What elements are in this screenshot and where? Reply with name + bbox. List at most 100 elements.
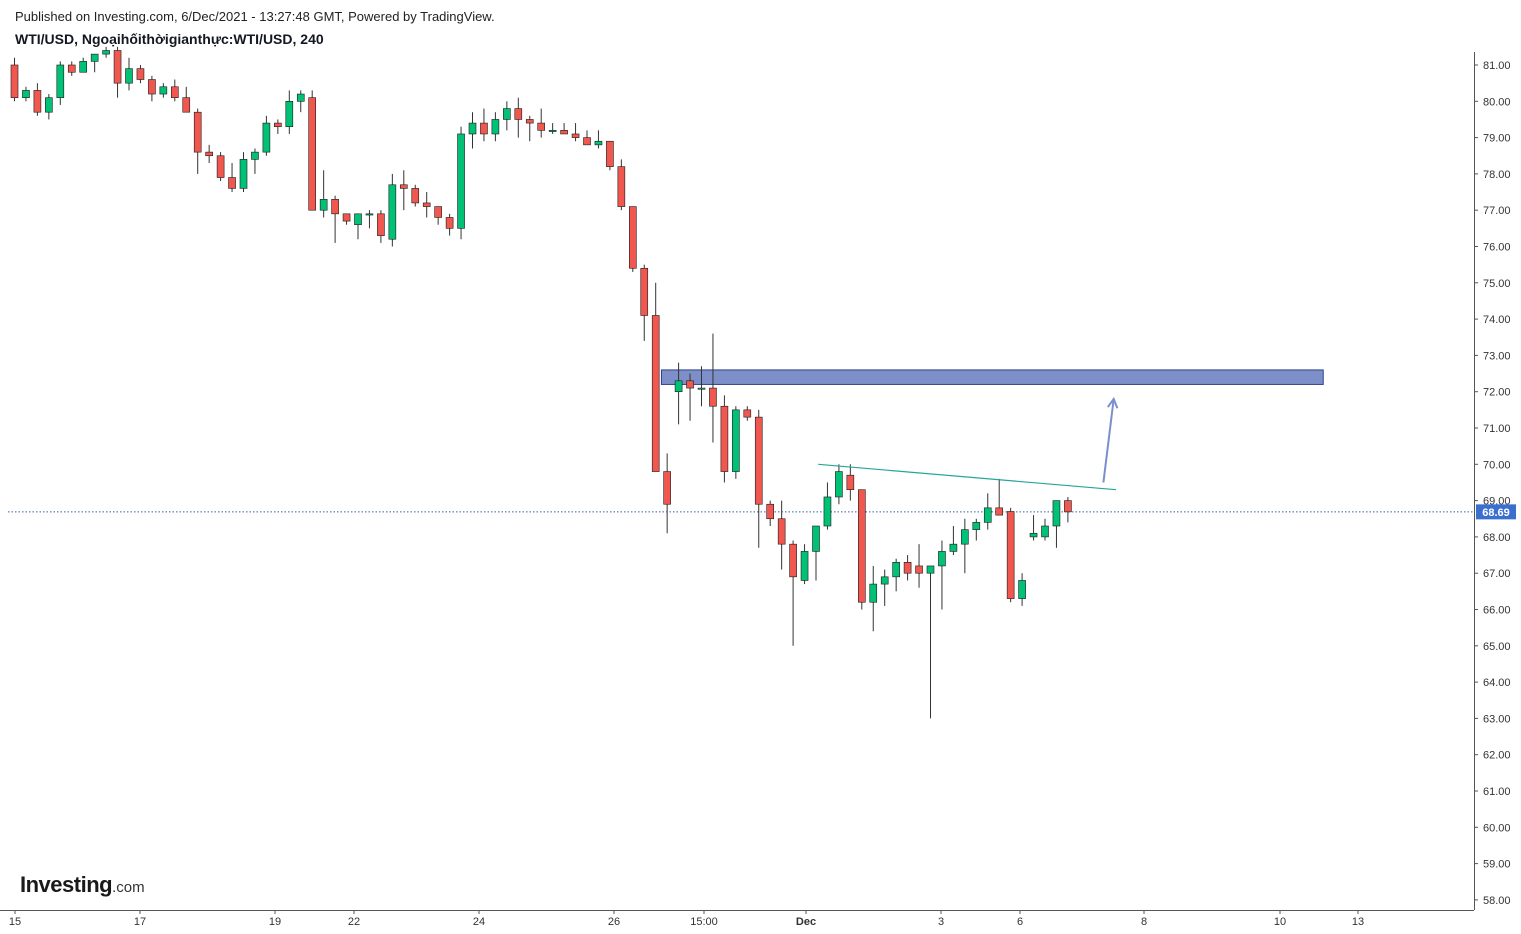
candle-body bbox=[285, 101, 294, 128]
candle-body bbox=[674, 380, 683, 392]
candle-body bbox=[102, 50, 110, 55]
candle-body bbox=[262, 122, 271, 153]
price-tick-label: 81.00 bbox=[1483, 60, 1511, 72]
candle-down bbox=[525, 115, 534, 142]
investing-logo: Investing.com bbox=[20, 872, 145, 898]
candle-body bbox=[709, 387, 717, 407]
price-tick-label: 70.00 bbox=[1483, 459, 1511, 471]
candle-up bbox=[892, 558, 900, 592]
breakout-arrow-shaft[interactable] bbox=[1102, 398, 1115, 483]
candle-up bbox=[468, 112, 477, 149]
candle-body bbox=[720, 405, 729, 472]
candle-body bbox=[777, 518, 786, 545]
candle-up bbox=[457, 126, 465, 240]
candle-down bbox=[148, 75, 156, 102]
candle-body bbox=[983, 507, 992, 523]
candle-up bbox=[983, 493, 992, 530]
candle-body bbox=[961, 529, 969, 545]
candle-down bbox=[537, 108, 546, 138]
price-tick-label: 58.00 bbox=[1483, 895, 1511, 907]
candle-up bbox=[251, 148, 259, 174]
candle-body bbox=[800, 551, 809, 581]
brand-name: Investing bbox=[20, 872, 113, 897]
candle-body bbox=[79, 61, 87, 73]
candle-up bbox=[732, 406, 740, 479]
price-tick-label: 71.00 bbox=[1483, 423, 1511, 435]
candle-down bbox=[1064, 496, 1072, 523]
price-tick-label: 73.00 bbox=[1483, 350, 1511, 362]
candle-up bbox=[354, 213, 362, 240]
time-tick-label: 13 bbox=[1352, 916, 1364, 928]
candle-up bbox=[835, 464, 843, 505]
candle-body bbox=[308, 97, 317, 211]
candle-body bbox=[560, 130, 568, 135]
candle-body bbox=[537, 122, 546, 131]
candle-body bbox=[571, 133, 580, 138]
publish-info: Published on Investing.com, 6/Dec/2021 -… bbox=[15, 9, 495, 24]
candle-body bbox=[468, 122, 477, 135]
candle-up bbox=[926, 565, 935, 719]
candle-body bbox=[239, 159, 248, 189]
resistance-zone-layer[interactable] bbox=[660, 369, 1324, 385]
candle-up bbox=[949, 526, 958, 556]
time-tick-label: 22 bbox=[348, 916, 360, 928]
candle-down bbox=[216, 152, 225, 182]
candle-down bbox=[663, 453, 671, 534]
time-axis[interactable]: 15 17 19 22 24 26 15:00 Dec 3 6 8 10 13 bbox=[9, 910, 1364, 928]
candle-body bbox=[514, 108, 523, 120]
candle-down bbox=[422, 192, 431, 218]
candle-up bbox=[548, 123, 557, 134]
brand-suffix: .com bbox=[112, 879, 145, 896]
candle-body bbox=[125, 68, 133, 84]
candle-body bbox=[159, 86, 168, 95]
candle-down bbox=[10, 57, 19, 102]
candle-body bbox=[205, 151, 213, 157]
candle-body bbox=[171, 86, 179, 98]
candle-body bbox=[67, 64, 76, 73]
candle-up bbox=[1029, 515, 1038, 541]
candle-down bbox=[628, 206, 637, 272]
candle-body bbox=[926, 565, 935, 574]
candle-body bbox=[743, 409, 752, 418]
candle-body bbox=[525, 119, 534, 124]
candle-up bbox=[388, 173, 397, 247]
candle-body bbox=[594, 140, 603, 146]
price-tick-label: 60.00 bbox=[1483, 822, 1511, 834]
candle-up bbox=[961, 518, 969, 574]
candle-down bbox=[377, 210, 385, 243]
candle-down bbox=[171, 79, 179, 102]
candle-down bbox=[617, 159, 626, 211]
candle-body bbox=[399, 184, 408, 189]
candle-up bbox=[239, 152, 248, 193]
drawings[interactable] bbox=[818, 396, 1119, 491]
candle-down bbox=[274, 119, 282, 134]
candle-body bbox=[56, 64, 65, 98]
candle-down bbox=[205, 144, 213, 164]
candle-body bbox=[10, 64, 19, 98]
candle-down bbox=[193, 108, 202, 174]
price-tick-label: 79.00 bbox=[1483, 133, 1511, 145]
time-tick-label: 3 bbox=[938, 916, 944, 928]
candle-body bbox=[491, 119, 500, 135]
candle-body bbox=[1018, 580, 1026, 599]
price-axis[interactable]: 81.00 80.00 79.00 78.00 77.00 76.00 75.00 74.00… bbox=[1474, 60, 1516, 907]
candle-body bbox=[789, 543, 797, 578]
candle-up bbox=[491, 112, 500, 142]
price-tick-label: 77.00 bbox=[1483, 205, 1511, 217]
candle-up bbox=[1018, 573, 1026, 606]
candle-down bbox=[571, 123, 580, 142]
time-tick-label: 26 bbox=[608, 916, 620, 928]
descending-trendline[interactable] bbox=[818, 463, 1117, 491]
candle-down bbox=[754, 409, 763, 548]
candle-body bbox=[628, 206, 637, 269]
candle-up bbox=[319, 170, 328, 218]
candle-down bbox=[480, 108, 488, 142]
time-tick-label: 6 bbox=[1017, 916, 1023, 928]
candle-body bbox=[686, 380, 694, 389]
breakout-arrow-head[interactable] bbox=[1107, 396, 1119, 409]
candle-body bbox=[972, 522, 981, 530]
resistance-zone-rectangle[interactable] bbox=[660, 369, 1324, 385]
price-tick-label: 78.00 bbox=[1483, 169, 1511, 181]
candle-up bbox=[869, 565, 878, 632]
